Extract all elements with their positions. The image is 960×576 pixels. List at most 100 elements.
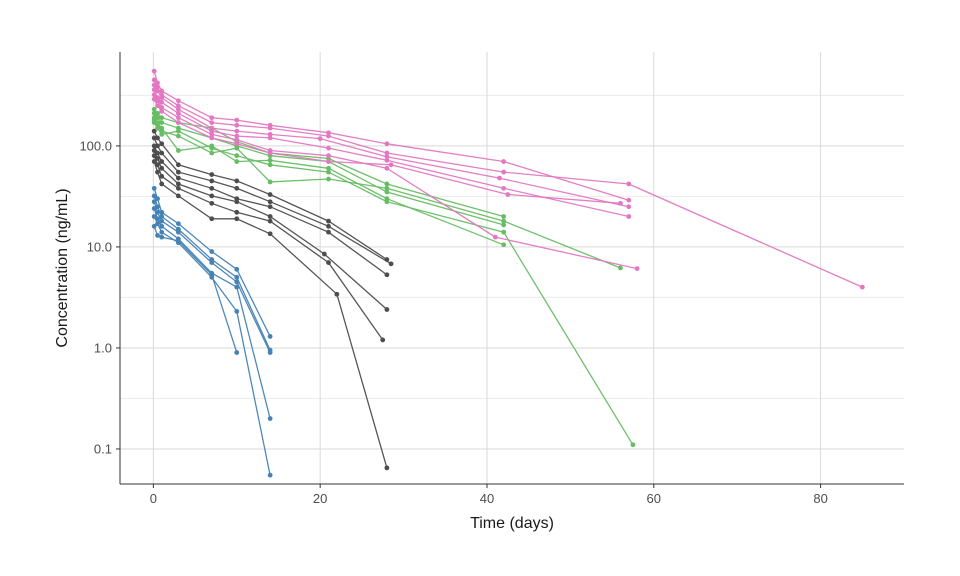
series-layer [151,68,865,478]
data-point [384,307,390,312]
x-tick-label: 0 [150,491,157,506]
y-tick-label: 1.0 [94,340,112,355]
data-point [326,176,331,182]
data-point [151,128,157,134]
data-point [234,141,240,147]
data-point [267,231,273,237]
data-point [234,159,240,164]
x-tick-label: 80 [813,491,827,506]
y-tick-label: 0.1 [94,441,112,456]
data-point [175,181,181,187]
data-point [501,242,507,248]
series-line [153,112,504,226]
series-22 [151,92,640,272]
data-point [326,153,331,159]
x-tick-label: 60 [647,491,661,506]
series-line [153,216,271,476]
data-point [159,115,165,121]
grid-lines [120,52,904,484]
data-point [234,216,240,222]
data-point [492,234,498,240]
data-point [155,221,160,227]
data-point [618,200,623,206]
y-axis-title: Concentration (ng/mL) [54,188,71,347]
data-point [151,110,157,116]
data-point [326,260,331,265]
data-point [326,145,331,151]
data-point [209,193,215,199]
data-point [267,416,273,421]
data-point [155,115,160,121]
data-point [326,229,331,235]
data-point [151,185,157,191]
data-point [159,173,165,179]
data-point [159,108,165,114]
data-point [267,334,273,339]
data-point [234,178,240,184]
series-2 [151,193,273,353]
data-point [151,214,157,219]
data-point [267,218,273,224]
data-point [501,222,507,228]
data-point [634,266,640,272]
data-point [159,234,165,240]
data-point [384,465,390,471]
data-point [626,181,632,187]
data-point [175,162,181,168]
series-line [153,79,863,288]
data-point [175,185,181,191]
data-point [175,128,181,134]
data-point [384,150,390,156]
series-12 [151,159,390,471]
data-point [267,199,273,205]
data-point [175,221,181,227]
y-tick-label: 100.0 [79,138,112,153]
data-point [626,204,632,210]
data-point [209,135,215,141]
data-point [501,185,507,191]
data-point [626,214,632,219]
data-point [501,214,507,219]
data-point [159,165,165,171]
data-point [326,223,331,229]
series-18 [151,68,632,203]
data-point [175,133,181,139]
data-point [326,218,331,224]
data-point [151,223,157,229]
data-point [326,165,331,171]
data-point [175,193,181,199]
data-point [155,162,160,168]
data-point [384,157,390,163]
data-point [159,159,165,164]
data-point [326,169,331,175]
data-point [151,82,157,88]
data-point [234,133,240,139]
data-point [155,110,160,116]
data-point [155,143,160,149]
data-point [175,120,181,126]
data-point [209,178,215,184]
data-point [626,197,632,203]
data-point [159,120,165,126]
data-point [234,199,240,205]
data-point [267,472,273,478]
data-point [234,284,240,290]
data-point [234,145,240,151]
data-point [151,143,157,149]
data-point [234,279,240,285]
data-point [326,133,331,139]
series-8 [151,135,394,267]
data-point [151,106,157,112]
data-point [384,189,390,195]
series-23 [151,96,623,206]
data-point [151,199,157,205]
data-point [175,103,181,109]
data-point [209,216,215,222]
data-point [267,150,273,156]
data-point [175,106,181,112]
data-point [234,122,240,128]
data-point [501,159,507,164]
data-point [209,249,215,254]
data-point [155,196,160,202]
data-point [630,442,636,448]
